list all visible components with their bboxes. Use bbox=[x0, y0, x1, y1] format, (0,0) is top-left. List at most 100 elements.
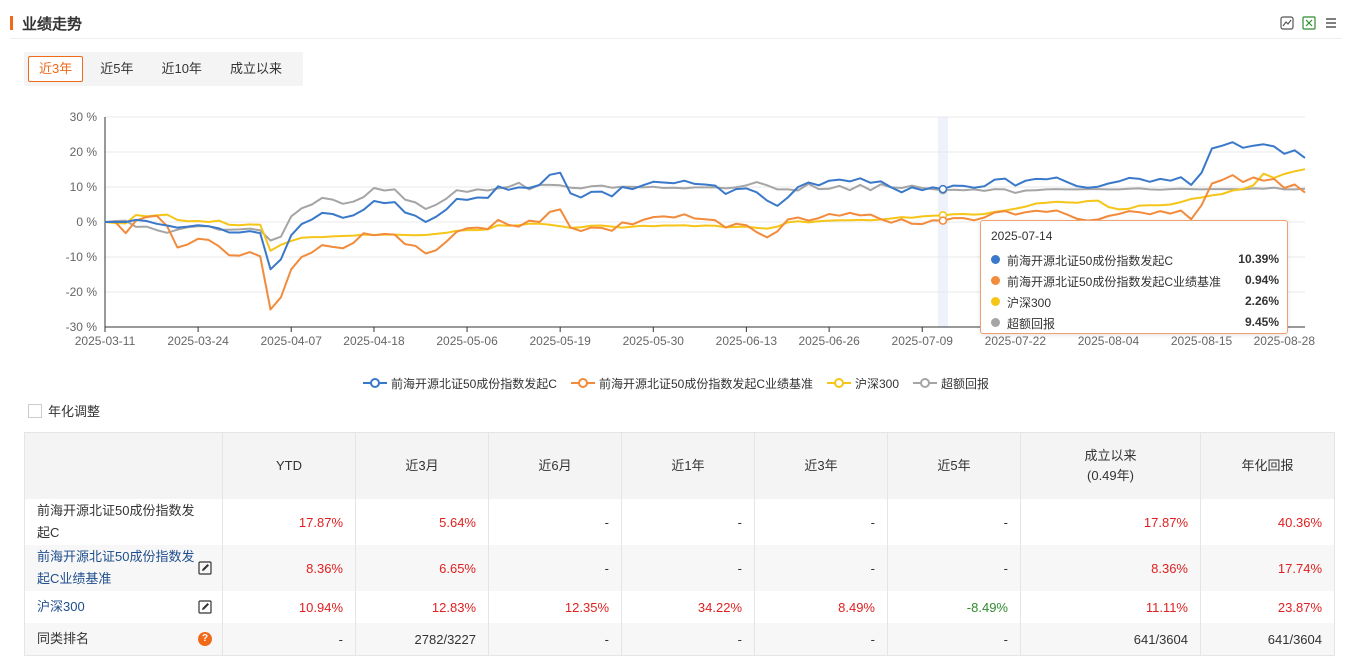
table-cell: 17.87% bbox=[1020, 499, 1201, 545]
tooltip-value: 9.45% bbox=[1244, 315, 1279, 329]
tab-since-inception[interactable]: 成立以来 bbox=[229, 61, 282, 76]
legend-item-benchmark[interactable]: 前海开源北证50成份指数发起C业绩基准 bbox=[570, 374, 813, 392]
tooltip-row-fund: 前海开源北证50成份指数发起C 10.39% bbox=[991, 251, 1279, 269]
table-cell: - bbox=[621, 545, 755, 591]
legend-line-icon bbox=[570, 378, 595, 388]
table-cell: 40.36% bbox=[1200, 499, 1335, 545]
x-tick-label: 2025-03-11 bbox=[75, 334, 136, 348]
legend-line-icon bbox=[913, 378, 938, 388]
table-cell: -8.49% bbox=[887, 591, 1021, 623]
legend-item-fund[interactable]: 前海开源北证50成份指数发起C bbox=[362, 374, 557, 392]
x-tick-label: 2025-06-26 bbox=[798, 334, 860, 348]
column-header bbox=[24, 432, 223, 499]
series-line-3 bbox=[104, 181, 1306, 242]
table-cell: 8.36% bbox=[222, 545, 356, 591]
row-name-cell[interactable]: 前海开源北证50成份指数发起C业绩基准 bbox=[24, 545, 223, 591]
list-icon[interactable] bbox=[1324, 16, 1338, 30]
tooltip-label: 前海开源北证50成份指数发起C业绩基准 bbox=[1007, 275, 1222, 289]
excel-export-icon[interactable] bbox=[1302, 16, 1316, 30]
annualized-label: 年化调整 bbox=[48, 404, 101, 419]
y-tick-label: -10 % bbox=[66, 250, 98, 264]
row-name-cell[interactable]: 沪深300 bbox=[24, 591, 223, 623]
tooltip-label: 超额回报 bbox=[1007, 317, 1056, 331]
tab-10y[interactable]: 近10年 bbox=[161, 61, 202, 76]
edit-icon[interactable] bbox=[198, 600, 212, 614]
table-cell: 641/3604 bbox=[1200, 623, 1335, 656]
column-header: 近3月 bbox=[355, 432, 489, 499]
tooltip-value: 2.26% bbox=[1244, 294, 1279, 308]
series-line-0 bbox=[105, 141, 1306, 271]
series-line-1 bbox=[105, 174, 1306, 311]
chart-tooltip: 2025-07-14 前海开源北证50成份指数发起C 10.39% 前海开源北证… bbox=[980, 220, 1288, 334]
legend-line-icon bbox=[826, 378, 851, 388]
title-accent-bar bbox=[10, 16, 13, 30]
tab-5y[interactable]: 近5年 bbox=[100, 61, 134, 76]
row-name-cell: 同类排名? bbox=[24, 623, 223, 656]
table-cell: 6.65% bbox=[355, 545, 489, 591]
table-cell: 8.36% bbox=[1020, 545, 1201, 591]
table-cell: 34.22% bbox=[621, 591, 755, 623]
table-header-row: YTD 近3月 近6月 近1年 近3年 近5年 成立以来 (0.49年) 年化回… bbox=[24, 432, 1335, 499]
x-tick-label: 2025-03-24 bbox=[167, 334, 229, 348]
table-cell: - bbox=[887, 499, 1021, 545]
x-tick-label: 2025-04-18 bbox=[343, 334, 405, 348]
table-cell: - bbox=[754, 545, 888, 591]
help-icon[interactable]: ? bbox=[198, 632, 212, 646]
annualized-checkbox[interactable] bbox=[28, 403, 42, 418]
x-tick-label: 2025-07-09 bbox=[892, 334, 954, 348]
tooltip-dot bbox=[991, 297, 1000, 306]
tab-3y[interactable]: 近3年 bbox=[28, 56, 84, 82]
section-header: 业绩走势 bbox=[10, 10, 1342, 39]
legend-line-icon bbox=[362, 378, 387, 388]
column-header: 近5年 bbox=[887, 432, 1021, 499]
column-header: 近6月 bbox=[488, 432, 622, 499]
legend-label: 前海开源北证50成份指数发起C bbox=[390, 376, 557, 391]
x-tick-label: 2025-08-28 bbox=[1254, 334, 1316, 348]
legend-label: 超额回报 bbox=[941, 376, 990, 391]
hover-point bbox=[938, 216, 948, 225]
x-tick-label: 2025-08-04 bbox=[1078, 334, 1140, 348]
tooltip-value: 10.39% bbox=[1238, 252, 1279, 266]
y-tick-label: 0 % bbox=[76, 215, 97, 229]
legend-item-excess[interactable]: 超额回报 bbox=[913, 374, 989, 392]
x-tick-label: 2025-05-06 bbox=[436, 334, 498, 348]
tooltip-row-csi300: 沪深300 2.26% bbox=[991, 293, 1279, 311]
table-cell: 10.94% bbox=[222, 591, 356, 623]
x-tick-label: 2025-06-13 bbox=[716, 334, 778, 348]
table-cell: - bbox=[754, 499, 888, 545]
table-cell: 17.74% bbox=[1200, 545, 1335, 591]
table-row: 前海开源北证50成份指数发起C 17.87% 5.64% - - - -17.87% 40.3… bbox=[24, 499, 1335, 545]
tooltip-row-benchmark: 前海开源北证50成份指数发起C业绩基准 0.94% bbox=[991, 272, 1279, 290]
table-cell: 8.49% bbox=[754, 591, 888, 623]
annualized-toggle[interactable]: 年化调整 bbox=[28, 401, 100, 420]
table-cell: - bbox=[887, 623, 1021, 656]
tooltip-dot bbox=[991, 255, 1000, 264]
x-tick-label: 2025-05-19 bbox=[529, 334, 591, 348]
y-tick-label: 10 % bbox=[70, 180, 98, 194]
y-tick-label: -30 % bbox=[66, 320, 98, 334]
x-tick-label: 2025-07-22 bbox=[985, 334, 1047, 348]
chart-download-icon[interactable] bbox=[1280, 16, 1294, 30]
tooltip-dot bbox=[991, 318, 1000, 327]
tooltip-value: 0.94% bbox=[1244, 273, 1279, 287]
row-name[interactable]: 沪深300 bbox=[37, 599, 85, 614]
tooltip-date: 2025-07-14 bbox=[991, 229, 1053, 243]
column-header: 年化回报 bbox=[1200, 432, 1335, 499]
x-tick-label: 2025-08-15 bbox=[1171, 334, 1233, 348]
series-line-2 bbox=[104, 168, 1306, 252]
performance-line-chart[interactable]: 30 % 20 % 10 % 0 % -10 % -20 % -30 %2025-03-11… bbox=[0, 95, 1352, 365]
table-cell: - bbox=[887, 545, 1021, 591]
column-header: YTD bbox=[222, 432, 356, 499]
edit-icon[interactable] bbox=[198, 561, 212, 575]
y-tick-label: 20 % bbox=[70, 145, 98, 159]
tooltip-label: 沪深300 bbox=[1007, 296, 1052, 310]
table-cell: 5.64% bbox=[355, 499, 489, 545]
y-tick-label: -20 % bbox=[66, 285, 98, 299]
row-name-cell: 前海开源北证50成份指数发起C bbox=[24, 499, 223, 545]
legend-label: 沪深300 bbox=[854, 376, 900, 391]
legend-item-csi300[interactable]: 沪深300 bbox=[826, 374, 900, 392]
table-cell: - bbox=[222, 623, 356, 656]
row-name[interactable]: 前海开源北证50成份指数发起C业绩基准 bbox=[37, 549, 195, 586]
table-cell: 12.35% bbox=[488, 591, 622, 623]
